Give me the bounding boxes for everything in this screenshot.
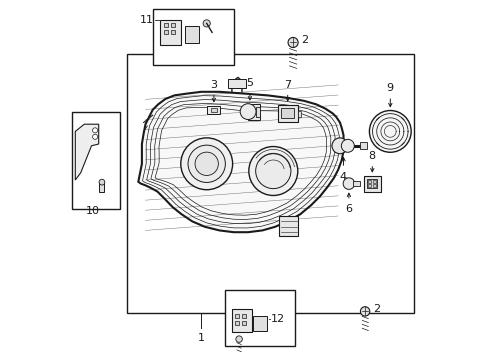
Bar	[253, 316, 266, 331]
Circle shape	[203, 20, 210, 27]
Circle shape	[235, 336, 242, 342]
Circle shape	[195, 152, 218, 175]
Text: 2: 2	[301, 35, 308, 45]
Circle shape	[181, 138, 232, 190]
Bar	[235, 321, 239, 325]
Bar	[228, 79, 245, 88]
Circle shape	[287, 37, 298, 48]
Bar	[367, 180, 370, 183]
Bar	[127, 54, 413, 313]
Bar	[235, 314, 239, 318]
Bar	[163, 30, 167, 34]
Bar	[366, 179, 377, 188]
Bar	[247, 104, 259, 120]
Bar	[224, 290, 294, 346]
Text: 7: 7	[284, 80, 291, 90]
Bar	[231, 309, 251, 332]
Circle shape	[92, 134, 98, 139]
Bar	[170, 30, 175, 34]
Bar	[277, 105, 297, 122]
Bar	[352, 181, 359, 186]
Bar	[163, 23, 167, 27]
Circle shape	[341, 139, 354, 152]
Polygon shape	[75, 124, 99, 180]
Bar	[207, 106, 220, 114]
Bar	[241, 314, 245, 318]
Text: 9: 9	[386, 83, 393, 93]
Bar	[373, 180, 375, 183]
Bar	[297, 111, 301, 117]
Circle shape	[99, 179, 104, 185]
Circle shape	[92, 128, 98, 133]
Circle shape	[343, 178, 354, 189]
Circle shape	[368, 111, 410, 152]
Circle shape	[255, 153, 290, 189]
Bar	[363, 176, 380, 192]
Circle shape	[240, 104, 256, 120]
Bar	[99, 182, 104, 192]
Text: 4: 4	[339, 172, 346, 182]
Text: 5: 5	[246, 78, 253, 88]
Text: 2: 2	[372, 304, 379, 314]
Text: 11: 11	[140, 15, 153, 25]
Bar	[359, 142, 366, 149]
Text: 3: 3	[210, 80, 217, 90]
Text: 10: 10	[85, 206, 100, 216]
Bar	[152, 9, 233, 65]
Bar	[373, 184, 375, 187]
Circle shape	[360, 307, 369, 316]
Bar	[210, 108, 217, 112]
Text: 6: 6	[345, 204, 352, 215]
Bar	[256, 107, 260, 117]
Bar	[281, 108, 294, 118]
Bar	[367, 184, 370, 187]
Text: 1: 1	[197, 333, 204, 343]
Bar	[185, 26, 199, 43]
Polygon shape	[138, 92, 343, 232]
Bar	[241, 321, 245, 325]
Circle shape	[331, 138, 347, 154]
Bar	[160, 20, 181, 45]
Bar	[170, 23, 175, 27]
Text: 12: 12	[270, 314, 285, 324]
Circle shape	[248, 147, 297, 195]
Text: 8: 8	[368, 151, 375, 161]
Bar	[278, 216, 298, 236]
Bar	[72, 112, 120, 209]
Circle shape	[188, 145, 225, 183]
